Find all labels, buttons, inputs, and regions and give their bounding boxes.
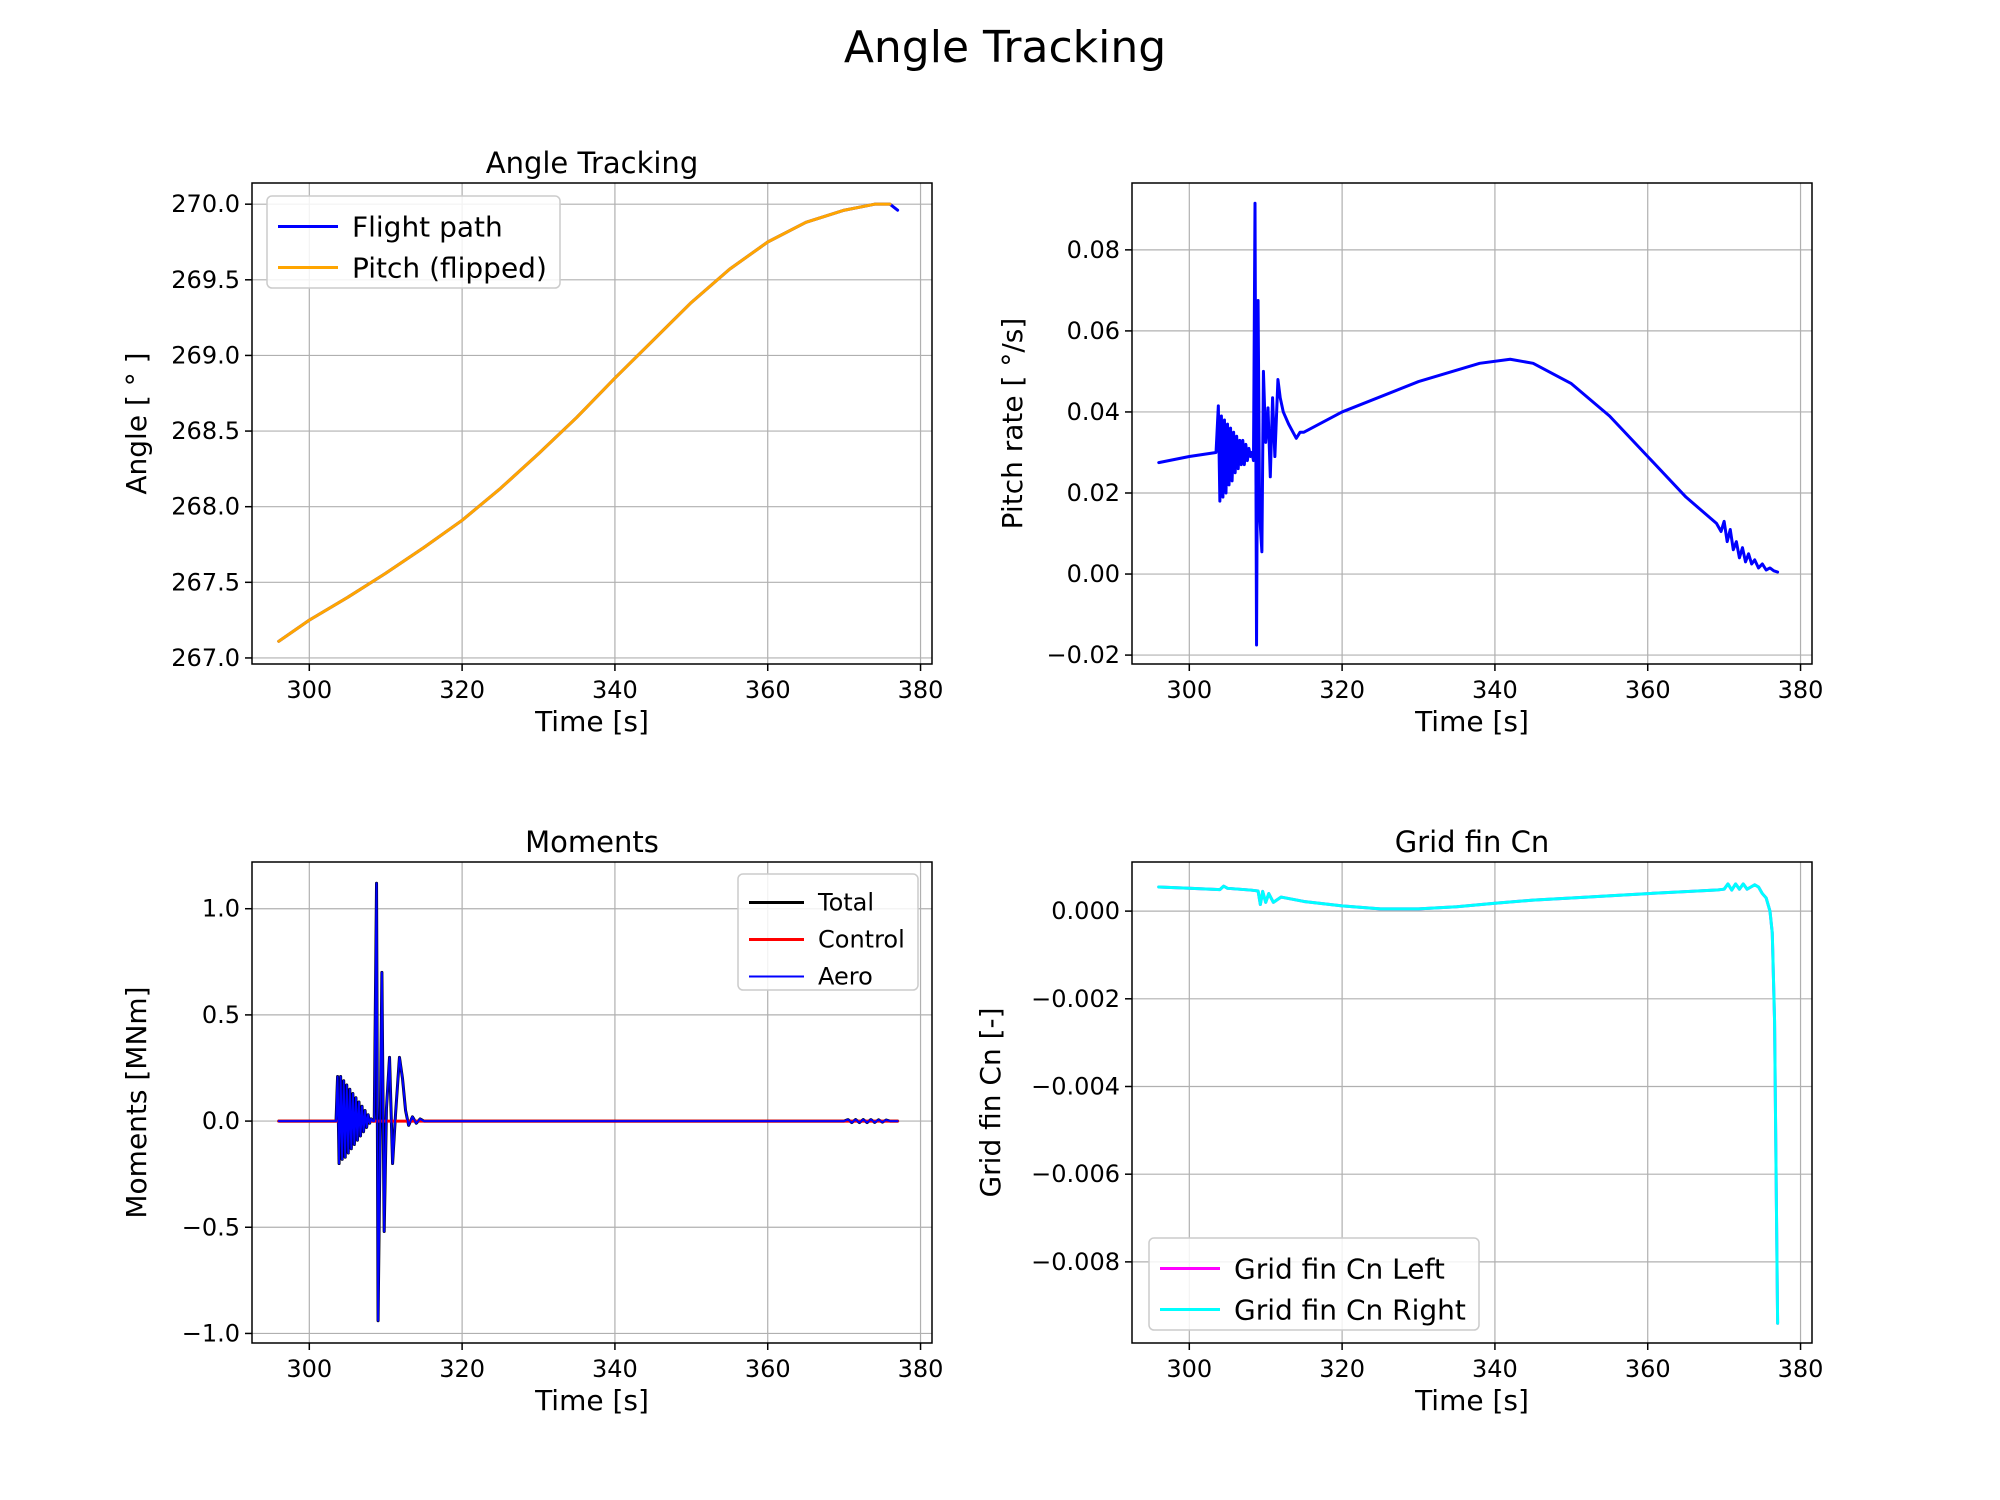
y-axis-label: Pitch rate [ °/s]: [996, 318, 1029, 530]
y-tick-label: 0.0: [202, 1107, 240, 1135]
legend: Total Control Aero: [737, 873, 919, 991]
x-tick-label: 340: [1472, 1355, 1518, 1383]
y-tick-label: 0.00: [1067, 560, 1120, 588]
plot-title: Moments: [525, 825, 659, 859]
y-tick-label: 269.0: [171, 341, 240, 369]
y-tick-label: 267.0: [171, 644, 240, 672]
plot-title: Grid fin Cn: [1395, 825, 1550, 859]
x-tick-label: 360: [1625, 676, 1671, 704]
x-tick-label: 380: [1778, 676, 1824, 704]
y-tick-label: −0.008: [1031, 1248, 1120, 1276]
y-tick-label: 269.5: [171, 266, 240, 294]
x-tick-label: 320: [439, 1355, 485, 1383]
x-axis-label: Time [s]: [534, 705, 649, 738]
series-line-2: [1157, 882, 1780, 1325]
y-tick-label: −0.02: [1046, 641, 1120, 669]
y-tick-label: −0.002: [1031, 985, 1120, 1013]
x-axis-label: Time [s]: [534, 1384, 649, 1417]
x-tick-label: 340: [1472, 676, 1518, 704]
x-axis-label: Time [s]: [1414, 1384, 1529, 1417]
y-tick-label: 0.5: [202, 1001, 240, 1029]
legend-box: [266, 195, 561, 289]
x-tick-label: 300: [1166, 1355, 1212, 1383]
legend-box: [1148, 1237, 1480, 1331]
series-line-1: [1157, 201, 1780, 647]
y-tick-label: −0.006: [1031, 1160, 1120, 1188]
series-line-3: [277, 882, 899, 1322]
x-tick-label: 340: [592, 1355, 638, 1383]
legend-label: Grid fin Cn Left: [1234, 1253, 1445, 1286]
legend-label: Control: [818, 926, 905, 954]
axes-frame: [1131, 182, 1813, 665]
x-tick-label: 360: [745, 676, 791, 704]
legend: Grid fin Cn Left Grid fin Cn Right: [1148, 1237, 1480, 1331]
y-tick-label: 0.04: [1067, 398, 1120, 426]
legend-label: Total: [817, 889, 874, 917]
x-tick-label: 340: [592, 676, 638, 704]
x-tick-label: 360: [1625, 1355, 1671, 1383]
plot-p3: 300 320 340 360 380 −1.0 −0.5 0.0 0.5 1.0 Moments T…: [120, 825, 943, 1417]
y-tick-label: −1.0: [182, 1319, 240, 1347]
axes-frame: [251, 182, 933, 665]
y-axis-label: Grid fin Cn [-]: [974, 1007, 1007, 1197]
legend-label: Grid fin Cn Right: [1234, 1294, 1466, 1327]
y-tick-label: 0.08: [1067, 236, 1120, 264]
y-tick-label: 268.0: [171, 493, 240, 521]
y-tick-label: −0.5: [182, 1213, 240, 1241]
y-tick-label: 267.5: [171, 568, 240, 596]
series-group: [1157, 882, 1780, 1325]
y-tick-label: 270.0: [171, 190, 240, 218]
figure-title: Angle Tracking: [844, 22, 1166, 73]
x-tick-label: 320: [1319, 676, 1365, 704]
series-group: [277, 202, 900, 643]
grid: [1132, 862, 1812, 1343]
x-tick-label: 300: [1166, 676, 1212, 704]
series-group: [277, 881, 900, 1323]
plot-p4: 300 320 340 360 380 −0.008 −0.006 −0.004 −0.002 0…: [974, 825, 1823, 1417]
y-axis-label: Moments [MNm]: [120, 986, 153, 1218]
legend-label: Aero: [818, 963, 873, 991]
x-tick-label: 380: [1778, 1355, 1824, 1383]
y-tick-label: 0.000: [1051, 897, 1120, 925]
x-tick-label: 380: [898, 1355, 944, 1383]
legend: Flight path Pitch (flipped): [266, 195, 561, 289]
grid: [252, 183, 932, 664]
legend-label: Flight path: [352, 211, 503, 244]
x-tick-label: 380: [898, 676, 944, 704]
plot-title: Angle Tracking: [486, 146, 698, 180]
grid: [1132, 183, 1812, 664]
plot-p2: 300 320 340 360 380 −0.02 0.00 0.02 0.04 0.06 0.08…: [996, 182, 1824, 738]
x-tick-label: 360: [745, 1355, 791, 1383]
series-group: [1157, 201, 1780, 647]
y-tick-label: 0.02: [1067, 479, 1120, 507]
y-tick-label: 268.5: [171, 417, 240, 445]
legend-label: Pitch (flipped): [352, 252, 547, 285]
x-tick-label: 300: [286, 676, 332, 704]
y-tick-label: 0.06: [1067, 317, 1120, 345]
y-axis-label: Angle [ ° ]: [120, 352, 153, 494]
x-tick-label: 320: [439, 676, 485, 704]
y-tick-label: 1.0: [202, 895, 240, 923]
y-tick-label: −0.004: [1031, 1072, 1120, 1100]
x-tick-label: 300: [286, 1355, 332, 1383]
axes-frame: [1131, 861, 1813, 1344]
series-line-2: [277, 202, 892, 643]
x-tick-label: 320: [1319, 1355, 1365, 1383]
axes-frame: [251, 861, 933, 1344]
plot-p1: 300 320 340 360 380 267.0 267.5 268.0 268.5 269.0…: [120, 146, 943, 738]
x-axis-label: Time [s]: [1414, 705, 1529, 738]
